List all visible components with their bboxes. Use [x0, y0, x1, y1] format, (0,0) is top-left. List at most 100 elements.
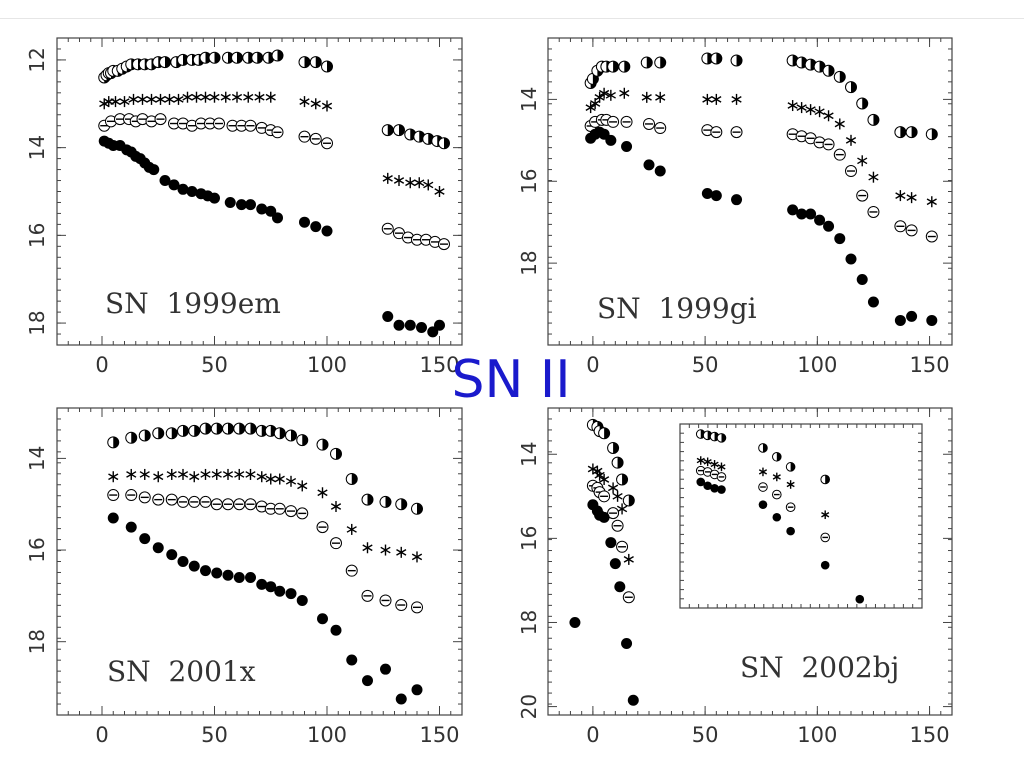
y-tick-label: 14: [25, 135, 49, 160]
asterisk-marker: [380, 544, 391, 556]
asterisk-stroke: [164, 96, 175, 103]
asterisk-stroke: [926, 198, 937, 206]
y-tick-label: 18: [517, 610, 541, 635]
filled-circle-marker: [703, 481, 712, 491]
marker-fill-half: [183, 425, 189, 437]
filled-circle-marker: [814, 214, 826, 226]
marker-fill-half: [622, 473, 628, 485]
barred-circle-marker: [114, 113, 126, 126]
asterisk-marker: [317, 487, 328, 499]
asterisk-stroke: [265, 475, 276, 483]
half-filled-circle-marker: [298, 56, 311, 69]
half-filled-circle-marker: [107, 436, 120, 449]
asterisk-stroke: [805, 106, 816, 113]
barred-circle-marker: [233, 498, 246, 511]
filled-circle-marker: [569, 616, 581, 628]
x-tick-label: 50: [692, 353, 719, 377]
asterisk-stroke: [285, 477, 297, 485]
barred-circle-marker: [177, 495, 189, 508]
asterisk-marker: [926, 196, 937, 208]
half-filled-circle-marker: [393, 124, 405, 137]
top-bar: [0, 0, 1024, 19]
barred-circle-marker: [822, 138, 835, 151]
asterisk-marker: [393, 175, 405, 187]
marker-fill-half: [144, 429, 151, 441]
marker-fill-half: [367, 494, 373, 506]
asterisk-stroke: [177, 471, 189, 478]
barred-circle-marker: [107, 489, 120, 502]
series-asterisk: [99, 91, 445, 197]
asterisk-marker: [423, 179, 434, 191]
asterisk-stroke: [703, 459, 712, 465]
filled-circle-marker: [125, 521, 137, 533]
marker-fill-half: [277, 50, 283, 62]
asterisk-stroke: [220, 93, 231, 101]
asterisk-marker: [605, 89, 616, 101]
half-filled-circle-marker: [640, 56, 653, 69]
barred-circle-marker: [168, 117, 180, 130]
x-tick-label: 50: [201, 723, 228, 747]
x-tick-label: 0: [95, 353, 108, 377]
asterisk-marker: [845, 134, 857, 146]
barred-circle-marker: [622, 591, 635, 604]
half-filled-circle-marker: [188, 424, 201, 437]
series-half-filled-circle: [107, 422, 423, 515]
asterisk-marker: [857, 155, 868, 167]
barred-circle-marker: [177, 117, 189, 130]
asterisk-marker: [787, 100, 798, 112]
asterisk-stroke: [211, 471, 222, 478]
marker-fill-half: [851, 81, 857, 93]
barred-circle-marker: [273, 502, 286, 515]
y-tick-label: 14: [517, 87, 541, 112]
barred-circle-marker: [438, 238, 450, 251]
asterisk-marker: [274, 473, 285, 485]
series-filled-circle: [569, 499, 639, 706]
x-tick-label: 100: [307, 353, 347, 377]
light-curve-panel: 0 50 100 150 14 16 18 20 SN 2002bj: [517, 407, 953, 747]
filled-circle-marker: [222, 569, 234, 581]
marker-fill-half: [239, 423, 245, 435]
filled-circle-marker: [256, 578, 268, 590]
filled-circle-marker: [186, 186, 198, 197]
half-filled-circle-marker: [152, 427, 165, 440]
filled-circle-marker: [627, 694, 639, 706]
half-filled-circle-marker: [233, 422, 246, 435]
asterisk-marker: [164, 93, 175, 105]
half-filled-circle-marker: [785, 462, 796, 472]
panel-title: SN 2001x: [107, 655, 256, 688]
axis-ticks: [680, 424, 922, 608]
series-filled-circle: [696, 477, 865, 604]
asterisk-stroke: [382, 174, 393, 182]
filled-circle-marker: [696, 477, 706, 487]
half-filled-circle-marker: [177, 424, 189, 437]
barred-circle-marker: [271, 126, 284, 139]
half-filled-circle-marker: [411, 502, 423, 515]
asterisk-stroke: [254, 93, 265, 101]
asterisk-marker: [868, 171, 879, 183]
x-tick-label: 0: [95, 723, 108, 747]
asterisk-marker: [265, 473, 276, 485]
filled-circle-marker: [427, 326, 439, 338]
half-filled-circle-marker: [309, 56, 322, 69]
y-tick-label: 14: [517, 442, 541, 467]
barred-circle-marker: [716, 472, 727, 482]
series-asterisk: [108, 468, 423, 563]
asterisk-marker: [265, 91, 276, 103]
filled-circle-marker: [299, 216, 310, 228]
marker-fill-half: [351, 473, 358, 485]
filled-circle-marker: [701, 188, 713, 200]
marker-fill-half: [385, 496, 391, 508]
filled-circle-marker: [867, 296, 879, 308]
asterisk-stroke: [598, 89, 610, 97]
barred-circle-marker: [125, 489, 138, 502]
asterisk-marker: [231, 91, 243, 103]
filled-circle-marker: [166, 549, 178, 561]
barred-circle-marker: [330, 537, 342, 550]
filled-circle-marker: [894, 314, 906, 326]
asterisk-marker: [155, 93, 166, 105]
marker-fill-half: [336, 448, 342, 460]
asterisk-marker: [362, 542, 373, 554]
marker-fill-half: [762, 443, 768, 453]
x-tick-label: 0: [586, 723, 599, 747]
plot-frame: [679, 423, 923, 609]
